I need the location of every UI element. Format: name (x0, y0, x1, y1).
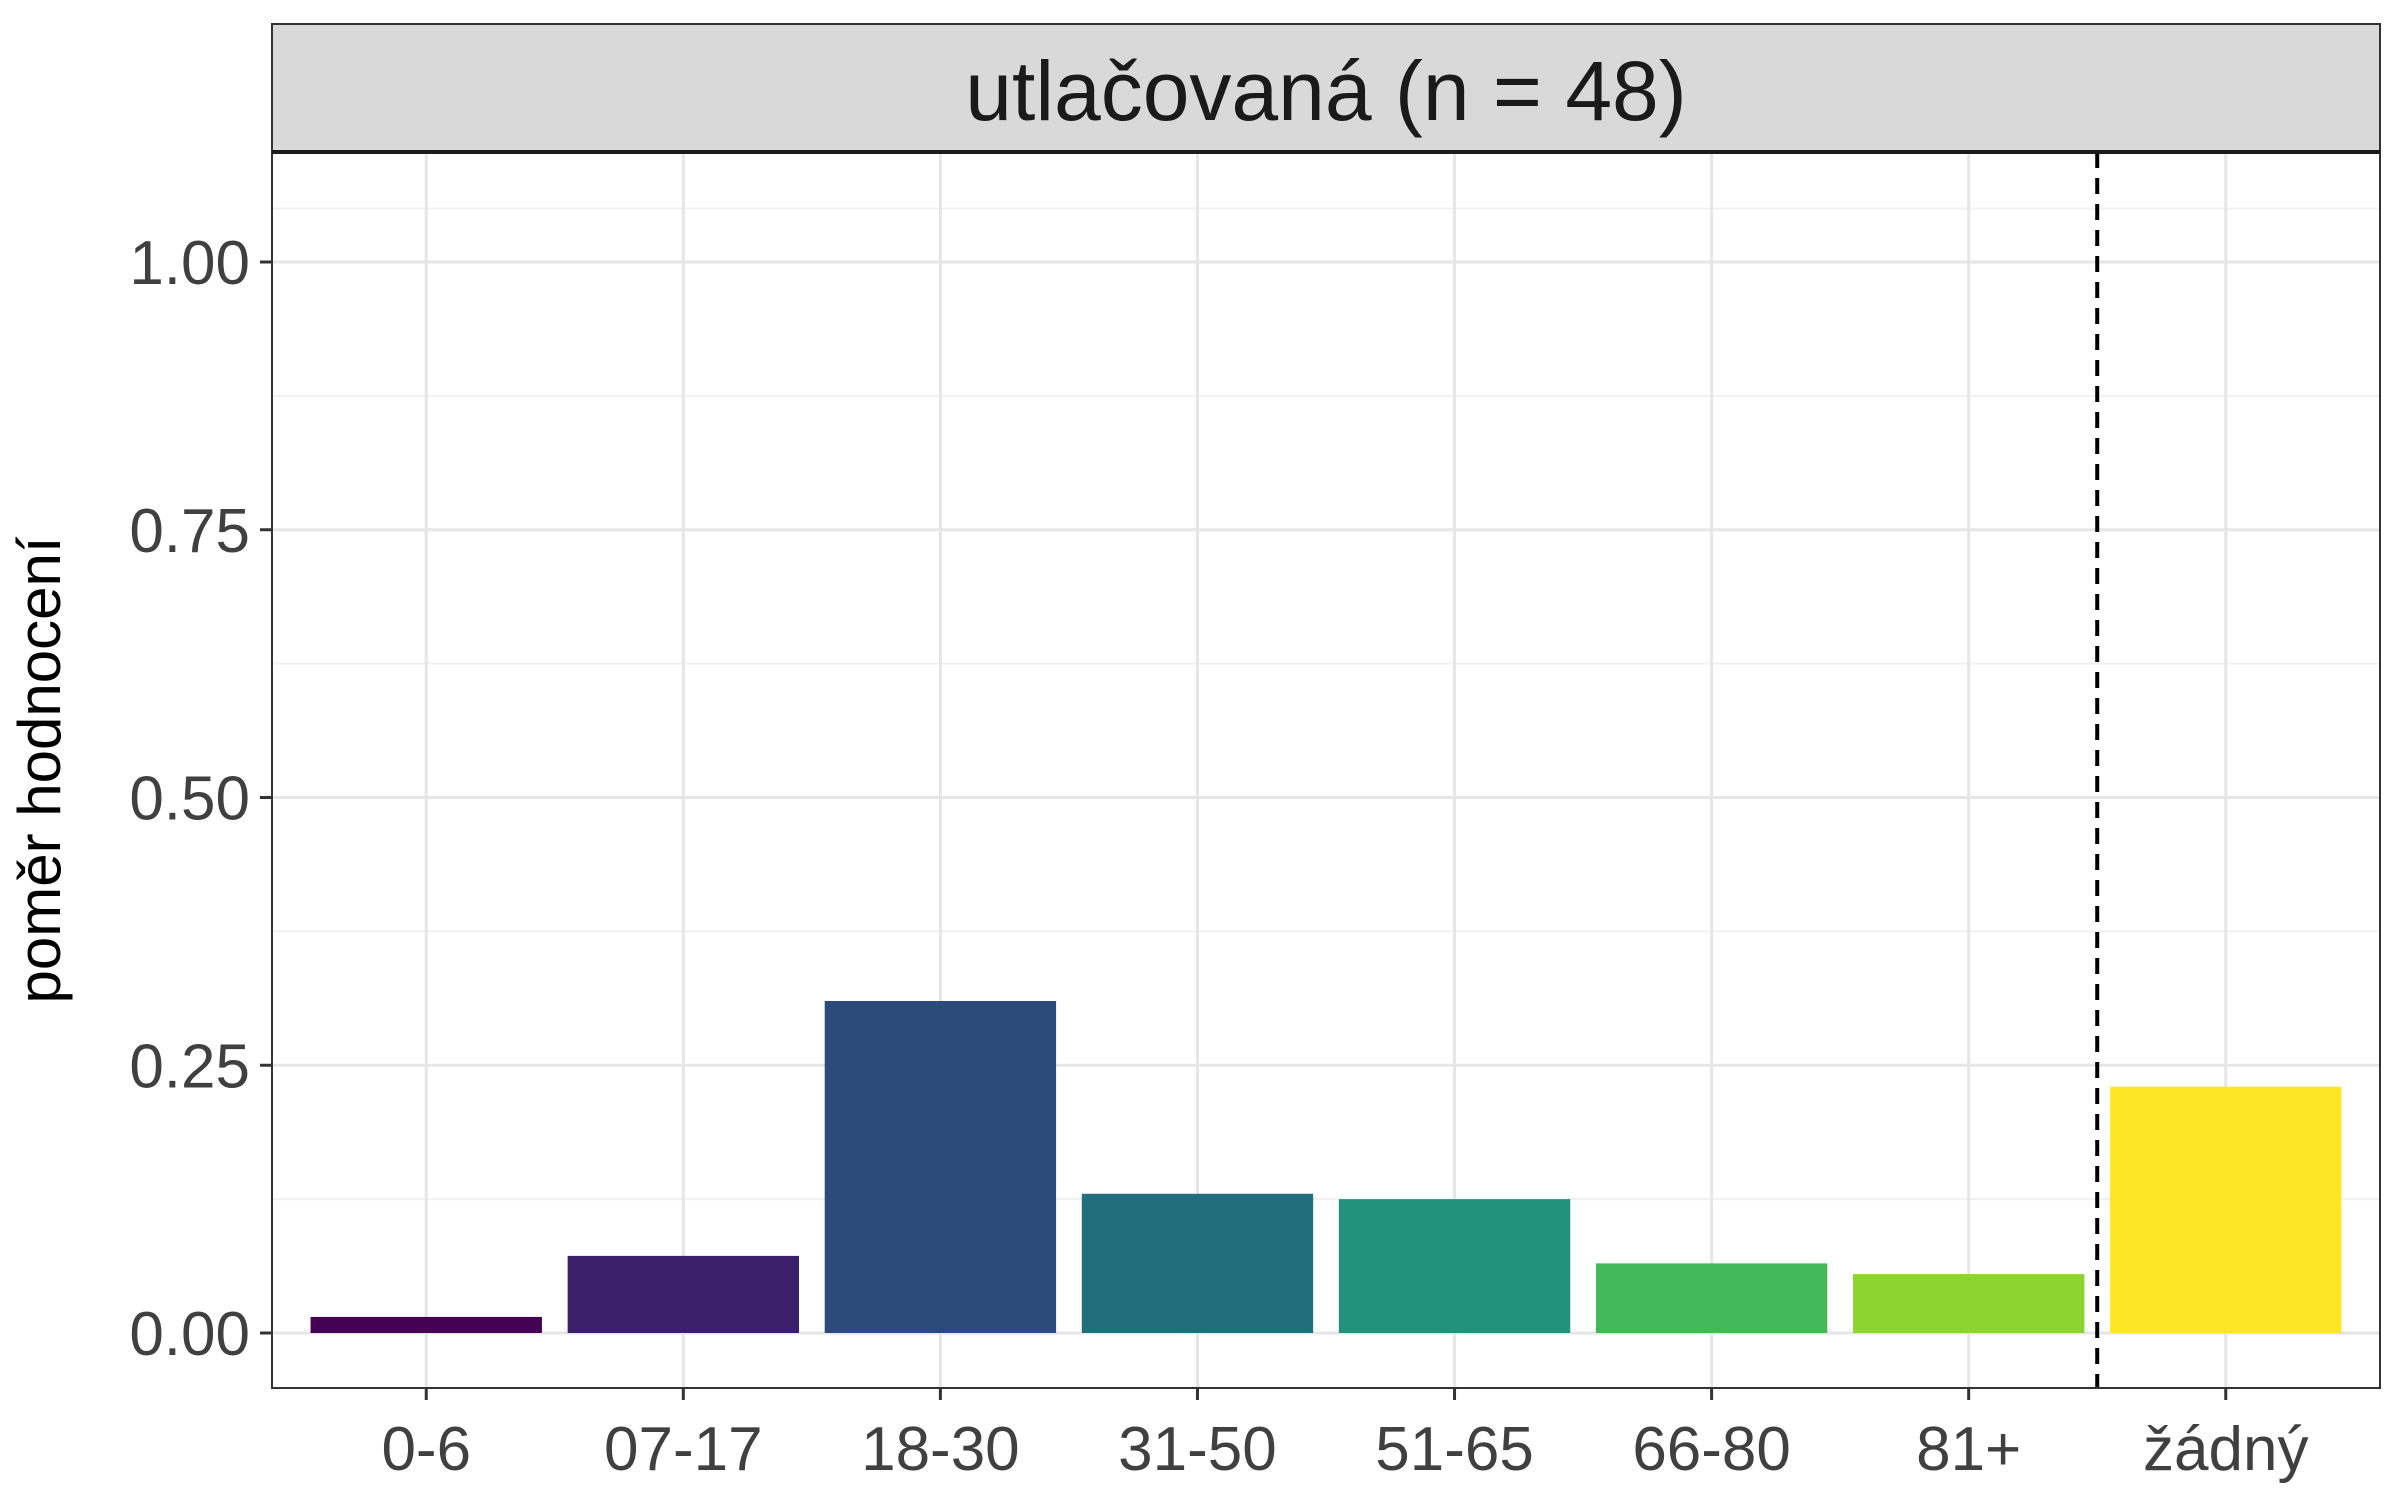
x-tick-label: žádný (2143, 1415, 2308, 1484)
x-tick-label: 0-6 (381, 1415, 471, 1484)
y-axis: 0.00 0.25 0.50 0.75 1.00 (129, 229, 272, 1369)
bars (310, 1000, 2342, 1333)
x-tick-label: 81+ (1916, 1415, 2021, 1484)
bar-81+ (1853, 1274, 2085, 1333)
y-tick-label: 0.75 (129, 497, 250, 566)
y-tick-label: 0.50 (129, 765, 250, 834)
x-tick-label: 66-80 (1632, 1415, 1791, 1484)
plot-panel (272, 152, 2380, 1388)
bar-0-6 (310, 1316, 542, 1333)
bar-žádný (2110, 1086, 2342, 1333)
y-tick-label: 0.25 (129, 1032, 250, 1101)
x-tick-label: 18-30 (861, 1415, 1020, 1484)
x-tick-label: 51-65 (1375, 1415, 1534, 1484)
y-tick-label: 0.00 (129, 1300, 250, 1369)
x-tick-label: 07-17 (604, 1415, 763, 1484)
y-axis-label: poměr hodnocení (6, 536, 73, 1003)
bar-51-65 (1338, 1199, 1571, 1333)
facet-strip-title: utlačovaná (n = 48) (965, 44, 1686, 138)
bar-66-80 (1595, 1263, 1828, 1333)
y-tick-label: 1.00 (129, 229, 250, 298)
bar-31-50 (1081, 1193, 1314, 1333)
x-tick-label: 31-50 (1118, 1415, 1277, 1484)
bar-07-17 (567, 1255, 799, 1333)
facet-strip (271, 23, 2381, 153)
bar-18-30 (824, 1000, 1057, 1333)
x-axis: 0-6 07-17 18-30 31-50 51-65 66-80 81+ žádný (381, 1388, 2308, 1484)
